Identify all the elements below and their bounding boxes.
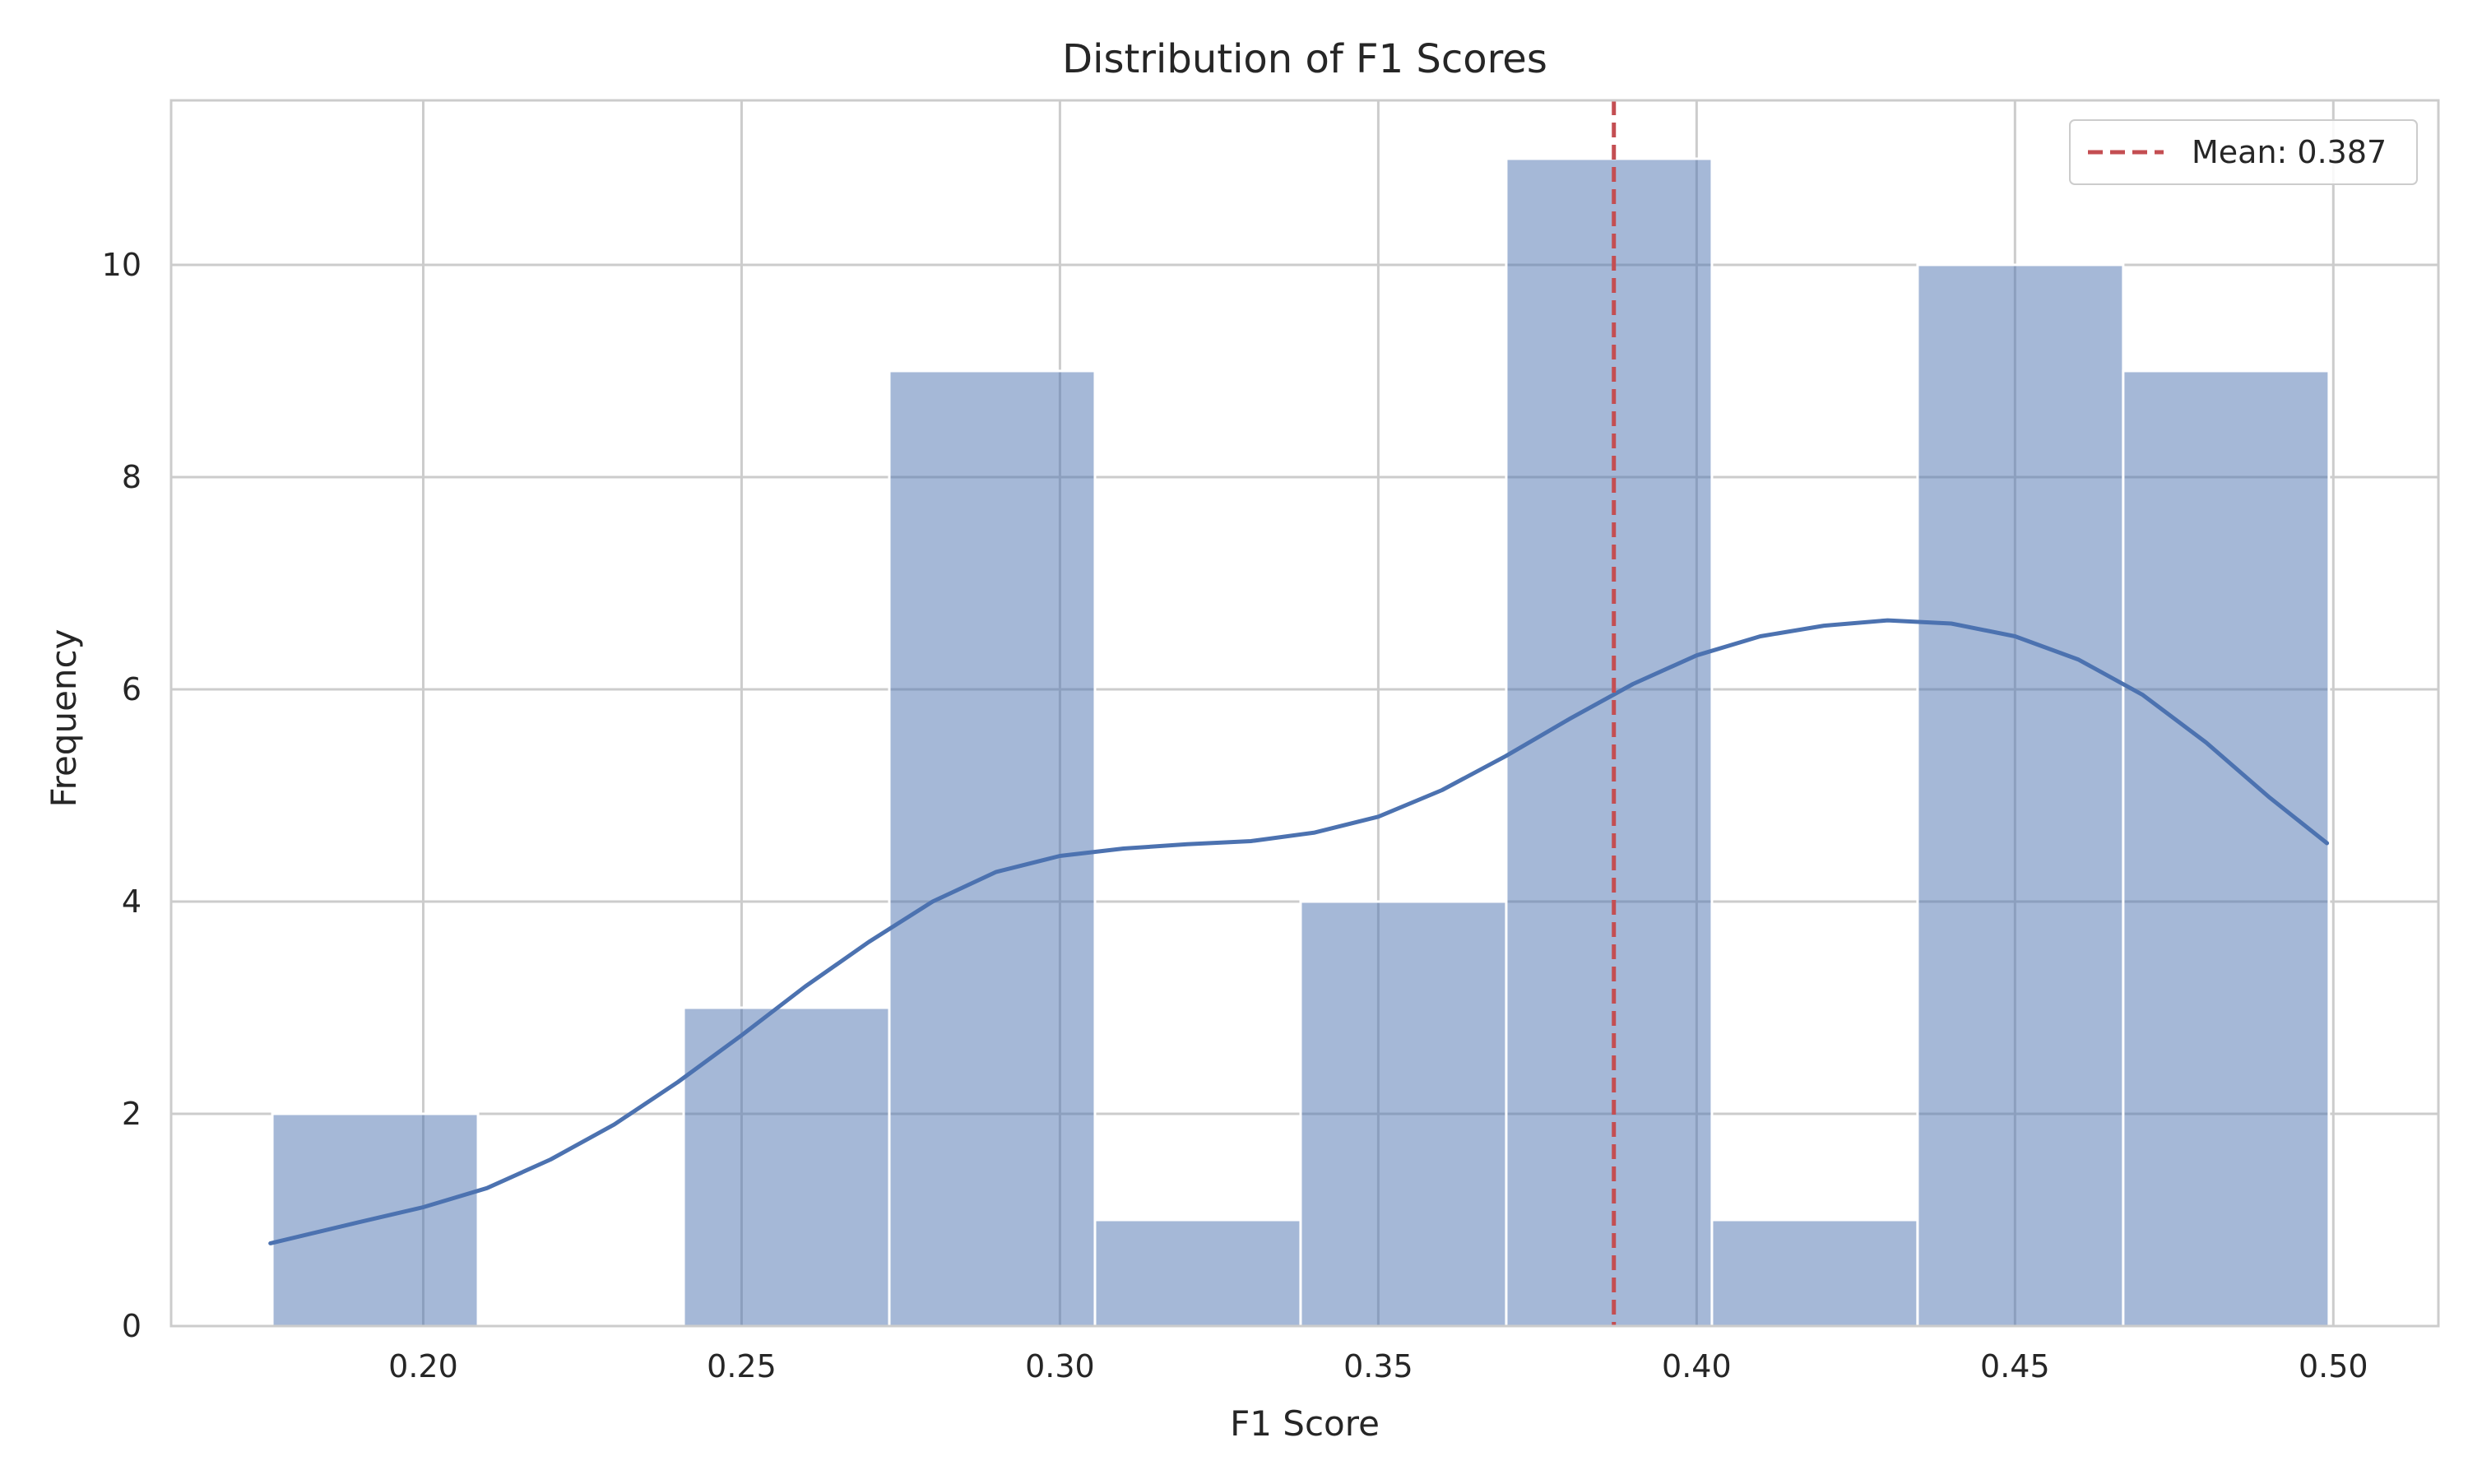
histogram-bar-7: [1505, 157, 1714, 1328]
plot-frame: [169, 99, 2440, 1328]
x-tick-label: 0.20: [388, 1348, 458, 1384]
legend-mean-label: Mean: 0.387: [2192, 134, 2387, 170]
x-tick-labels: 0.20 0.25 0.30 0.35 0.40 0.45 0.50: [388, 1348, 2368, 1384]
x-tick-label: 0.25: [707, 1348, 777, 1384]
y-tick-label: 4: [122, 883, 141, 920]
histogram-bar-9: [1916, 263, 2125, 1328]
y-tick-labels: 0 2 4 6 8 10: [102, 247, 141, 1344]
y-tick-label: 2: [122, 1096, 141, 1132]
x-tick-label: 0.40: [1662, 1348, 1732, 1384]
y-tick-label: 0: [122, 1308, 141, 1344]
histogram-bars: [271, 157, 2331, 1328]
y-tick-label: 6: [122, 671, 141, 707]
legend-box: [2069, 119, 2418, 185]
chart-title: Distribution of F1 Scores: [1062, 36, 1547, 82]
y-tick-label: 10: [102, 247, 141, 283]
x-tick-label: 0.50: [2299, 1348, 2368, 1384]
histogram-bar-5: [1093, 1218, 1302, 1328]
legend: Mean: 0.387: [2069, 119, 2418, 185]
x-tick-label: 0.45: [1980, 1348, 2050, 1384]
histogram-bar-3: [682, 1006, 891, 1328]
histogram-bar-6: [1299, 900, 1508, 1328]
y-tick-label: 8: [122, 459, 141, 495]
x-axis-label: F1 Score: [1230, 1403, 1380, 1444]
x-tick-label: 0.30: [1025, 1348, 1095, 1384]
histogram-bar-8: [1710, 1218, 1919, 1328]
y-axis-label: Frequency: [44, 629, 84, 808]
x-tick-label: 0.35: [1343, 1348, 1413, 1384]
kde-curve: [268, 618, 2330, 1245]
kde-curve-group: [268, 618, 2330, 1245]
histogram-bar-10: [2122, 369, 2331, 1328]
histogram-bar-4: [888, 369, 1097, 1328]
